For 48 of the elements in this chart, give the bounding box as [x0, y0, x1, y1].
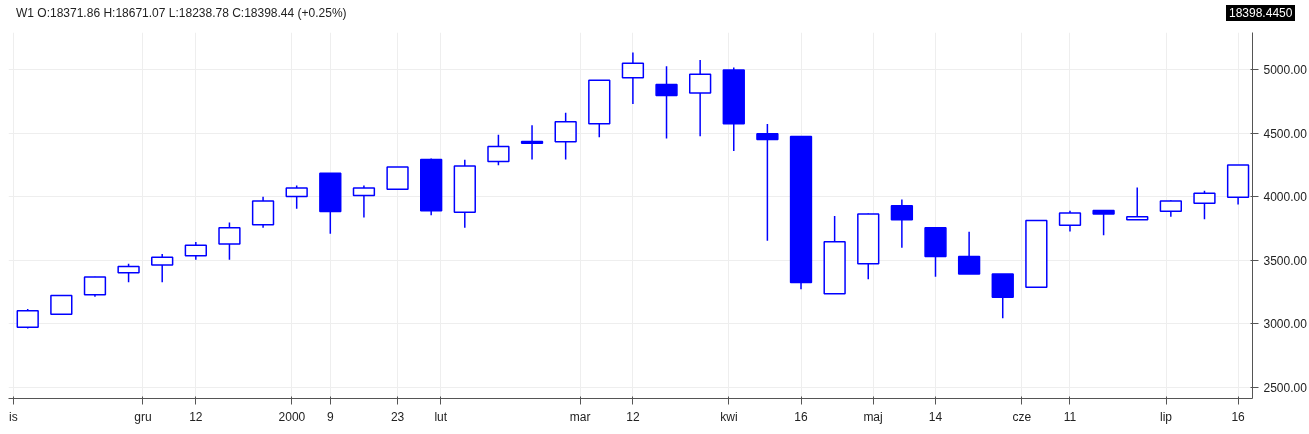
x-tick-label: cze: [1012, 409, 1032, 424]
x-tick-label: gru: [134, 409, 152, 424]
candlestick: [1058, 210, 1082, 233]
x-tick-label: lut: [434, 409, 448, 424]
candlestick: [688, 59, 712, 137]
x-tick-label: lip: [1160, 409, 1173, 424]
candlestick: [1126, 186, 1149, 221]
candlestick: [1092, 209, 1115, 236]
y-tick-label: 4000.00: [1263, 190, 1308, 205]
chart-title: W1 O:18371.86 H:18671.07 L:18238.78 C:18398.44 (+0.25%): [16, 6, 347, 20]
candlestick: [151, 253, 174, 283]
candlestick: [487, 133, 510, 167]
y-tick-label: 5000.00: [1263, 62, 1308, 77]
candlestick: [352, 184, 376, 219]
candlestick: [554, 112, 577, 161]
candlestick: [655, 65, 678, 140]
y-tick-label: 2500.00: [1263, 380, 1308, 395]
x-tick-label: 12: [626, 409, 640, 424]
candlestick: [890, 198, 914, 249]
y-tick-label: 3000.00: [1263, 317, 1308, 332]
candlestick: [1193, 189, 1216, 220]
x-tick-label: 14: [928, 409, 943, 424]
x-tick-label: 16: [1231, 409, 1246, 424]
candlestick: [520, 124, 544, 161]
candlestick: [83, 276, 107, 298]
candlestick: [218, 221, 241, 261]
candlestick: [50, 294, 73, 316]
candlestick: [756, 123, 779, 242]
candlestick: [117, 263, 140, 283]
x-tick-label: 23: [390, 409, 405, 424]
x-tick-label: 2000: [278, 409, 306, 424]
candlestick: [957, 231, 981, 275]
x-tick-label: is: [8, 409, 18, 424]
candlestick: [386, 166, 409, 191]
candlestick: [251, 195, 275, 229]
candlestick: [991, 273, 1014, 319]
candlestick: [285, 184, 308, 210]
y-tick-label: 4500.00: [1263, 126, 1308, 141]
text: 18398.4450: [1226, 5, 1296, 21]
x-tick-label: 9: [326, 409, 334, 424]
x-tick-label: kwi: [720, 409, 738, 424]
x-tick-label: 12: [189, 409, 203, 424]
x-tick-label: mar: [569, 409, 591, 424]
x-tick-label: 11: [1063, 409, 1077, 424]
x-tick-label: maj: [863, 409, 883, 424]
y-tick-label: 3500.00: [1263, 253, 1308, 268]
candlestick: [621, 51, 645, 105]
x-tick-label: 16: [794, 409, 809, 424]
